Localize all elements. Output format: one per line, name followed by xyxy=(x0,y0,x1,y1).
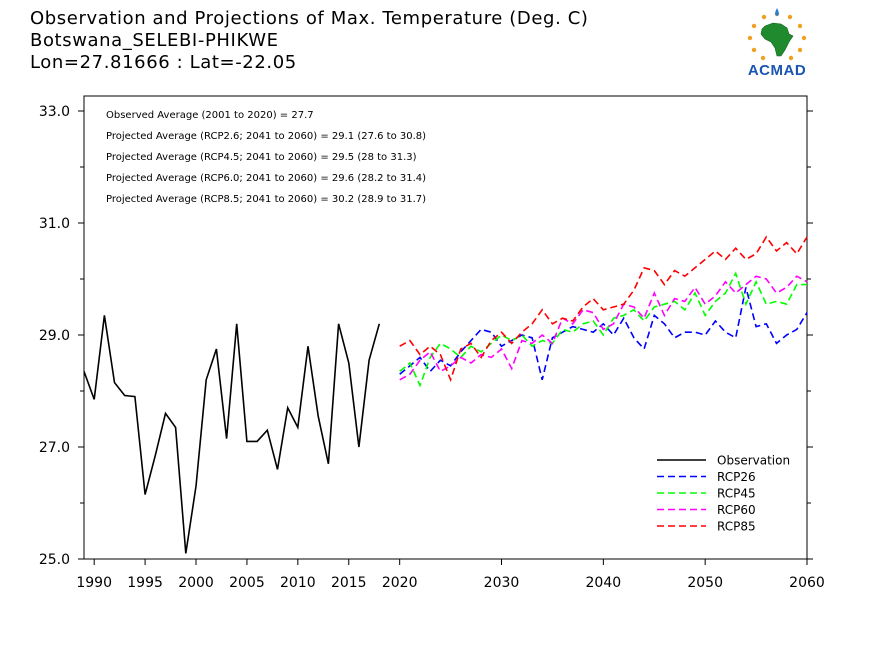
y-tick-label: 31.0 xyxy=(39,216,70,232)
series-line-obs xyxy=(83,315,381,554)
legend-label-rcp85: RCP85 xyxy=(717,520,756,534)
y-tick-label: 27.0 xyxy=(39,440,70,456)
logo-text: ACMAD xyxy=(747,62,807,79)
x-tick-label: 1995 xyxy=(127,575,163,591)
legend-label-rcp60: RCP60 xyxy=(717,503,756,517)
stat-observed: Observed Average (2001 to 2020) = 27.7 xyxy=(106,110,314,121)
title-block: Observation and Projections of Max. Temp… xyxy=(30,8,589,74)
series-line-rcp45 xyxy=(399,271,807,388)
stat-rcp60: Projected Average (RCP6.0; 2041 to 2060)… xyxy=(106,173,426,184)
x-tick-label: 2020 xyxy=(382,575,418,591)
y-tick-label: 33.0 xyxy=(39,104,70,120)
legend-label-obs: Observation xyxy=(717,454,790,468)
series-line-rcp26 xyxy=(399,287,808,380)
axis-ticks xyxy=(78,110,813,565)
series-line-rcp85 xyxy=(399,235,808,383)
stat-rcp45: Projected Average (RCP4.5; 2041 to 2060)… xyxy=(106,152,417,163)
acmad-logo: ACMAD xyxy=(735,6,819,84)
chart-title: Observation and Projections of Max. Temp… xyxy=(30,8,589,29)
x-tick-label: 2015 xyxy=(331,575,367,591)
y-tick-label: 25.0 xyxy=(39,552,70,568)
stat-rcp26: Projected Average (RCP2.6; 2041 to 2060)… xyxy=(106,131,426,142)
x-tick-label: 1990 xyxy=(76,575,112,591)
y-tick-label: 29.0 xyxy=(39,328,70,344)
coordinates: Lon=27.81666 : Lat=-22.05 xyxy=(30,52,297,73)
x-tick-label: 2000 xyxy=(178,575,214,591)
x-tick-label: 2010 xyxy=(280,575,316,591)
stats-panel: Observed Average (2001 to 2020) = 27.7 P… xyxy=(106,110,426,205)
x-tick-label: 2040 xyxy=(586,575,622,591)
plot-frame xyxy=(83,95,808,560)
series-line-rcp60 xyxy=(399,275,808,381)
africa-map-icon xyxy=(747,8,807,61)
location-name: Botswana_SELEBI-PHIKWE xyxy=(30,30,279,51)
x-axis-labels: 1990 1995 2000 2005 2010 2015 2020 2030 2040 2050… xyxy=(76,575,824,591)
y-axis-labels: 25.0 27.0 29.0 31.0 33.0 xyxy=(39,104,70,568)
x-tick-label: 2005 xyxy=(229,575,265,591)
legend-label-rcp45: RCP45 xyxy=(717,487,756,501)
x-tick-label: 2030 xyxy=(484,575,520,591)
legend: Observation RCP26 RCP45 RCP60 RCP85 xyxy=(657,454,790,534)
series-layer xyxy=(83,235,808,554)
x-tick-label: 2050 xyxy=(687,575,723,591)
x-tick-label: 2060 xyxy=(789,575,825,591)
legend-label-rcp26: RCP26 xyxy=(717,470,756,484)
stat-rcp85: Projected Average (RCP8.5; 2041 to 2060)… xyxy=(106,194,426,205)
